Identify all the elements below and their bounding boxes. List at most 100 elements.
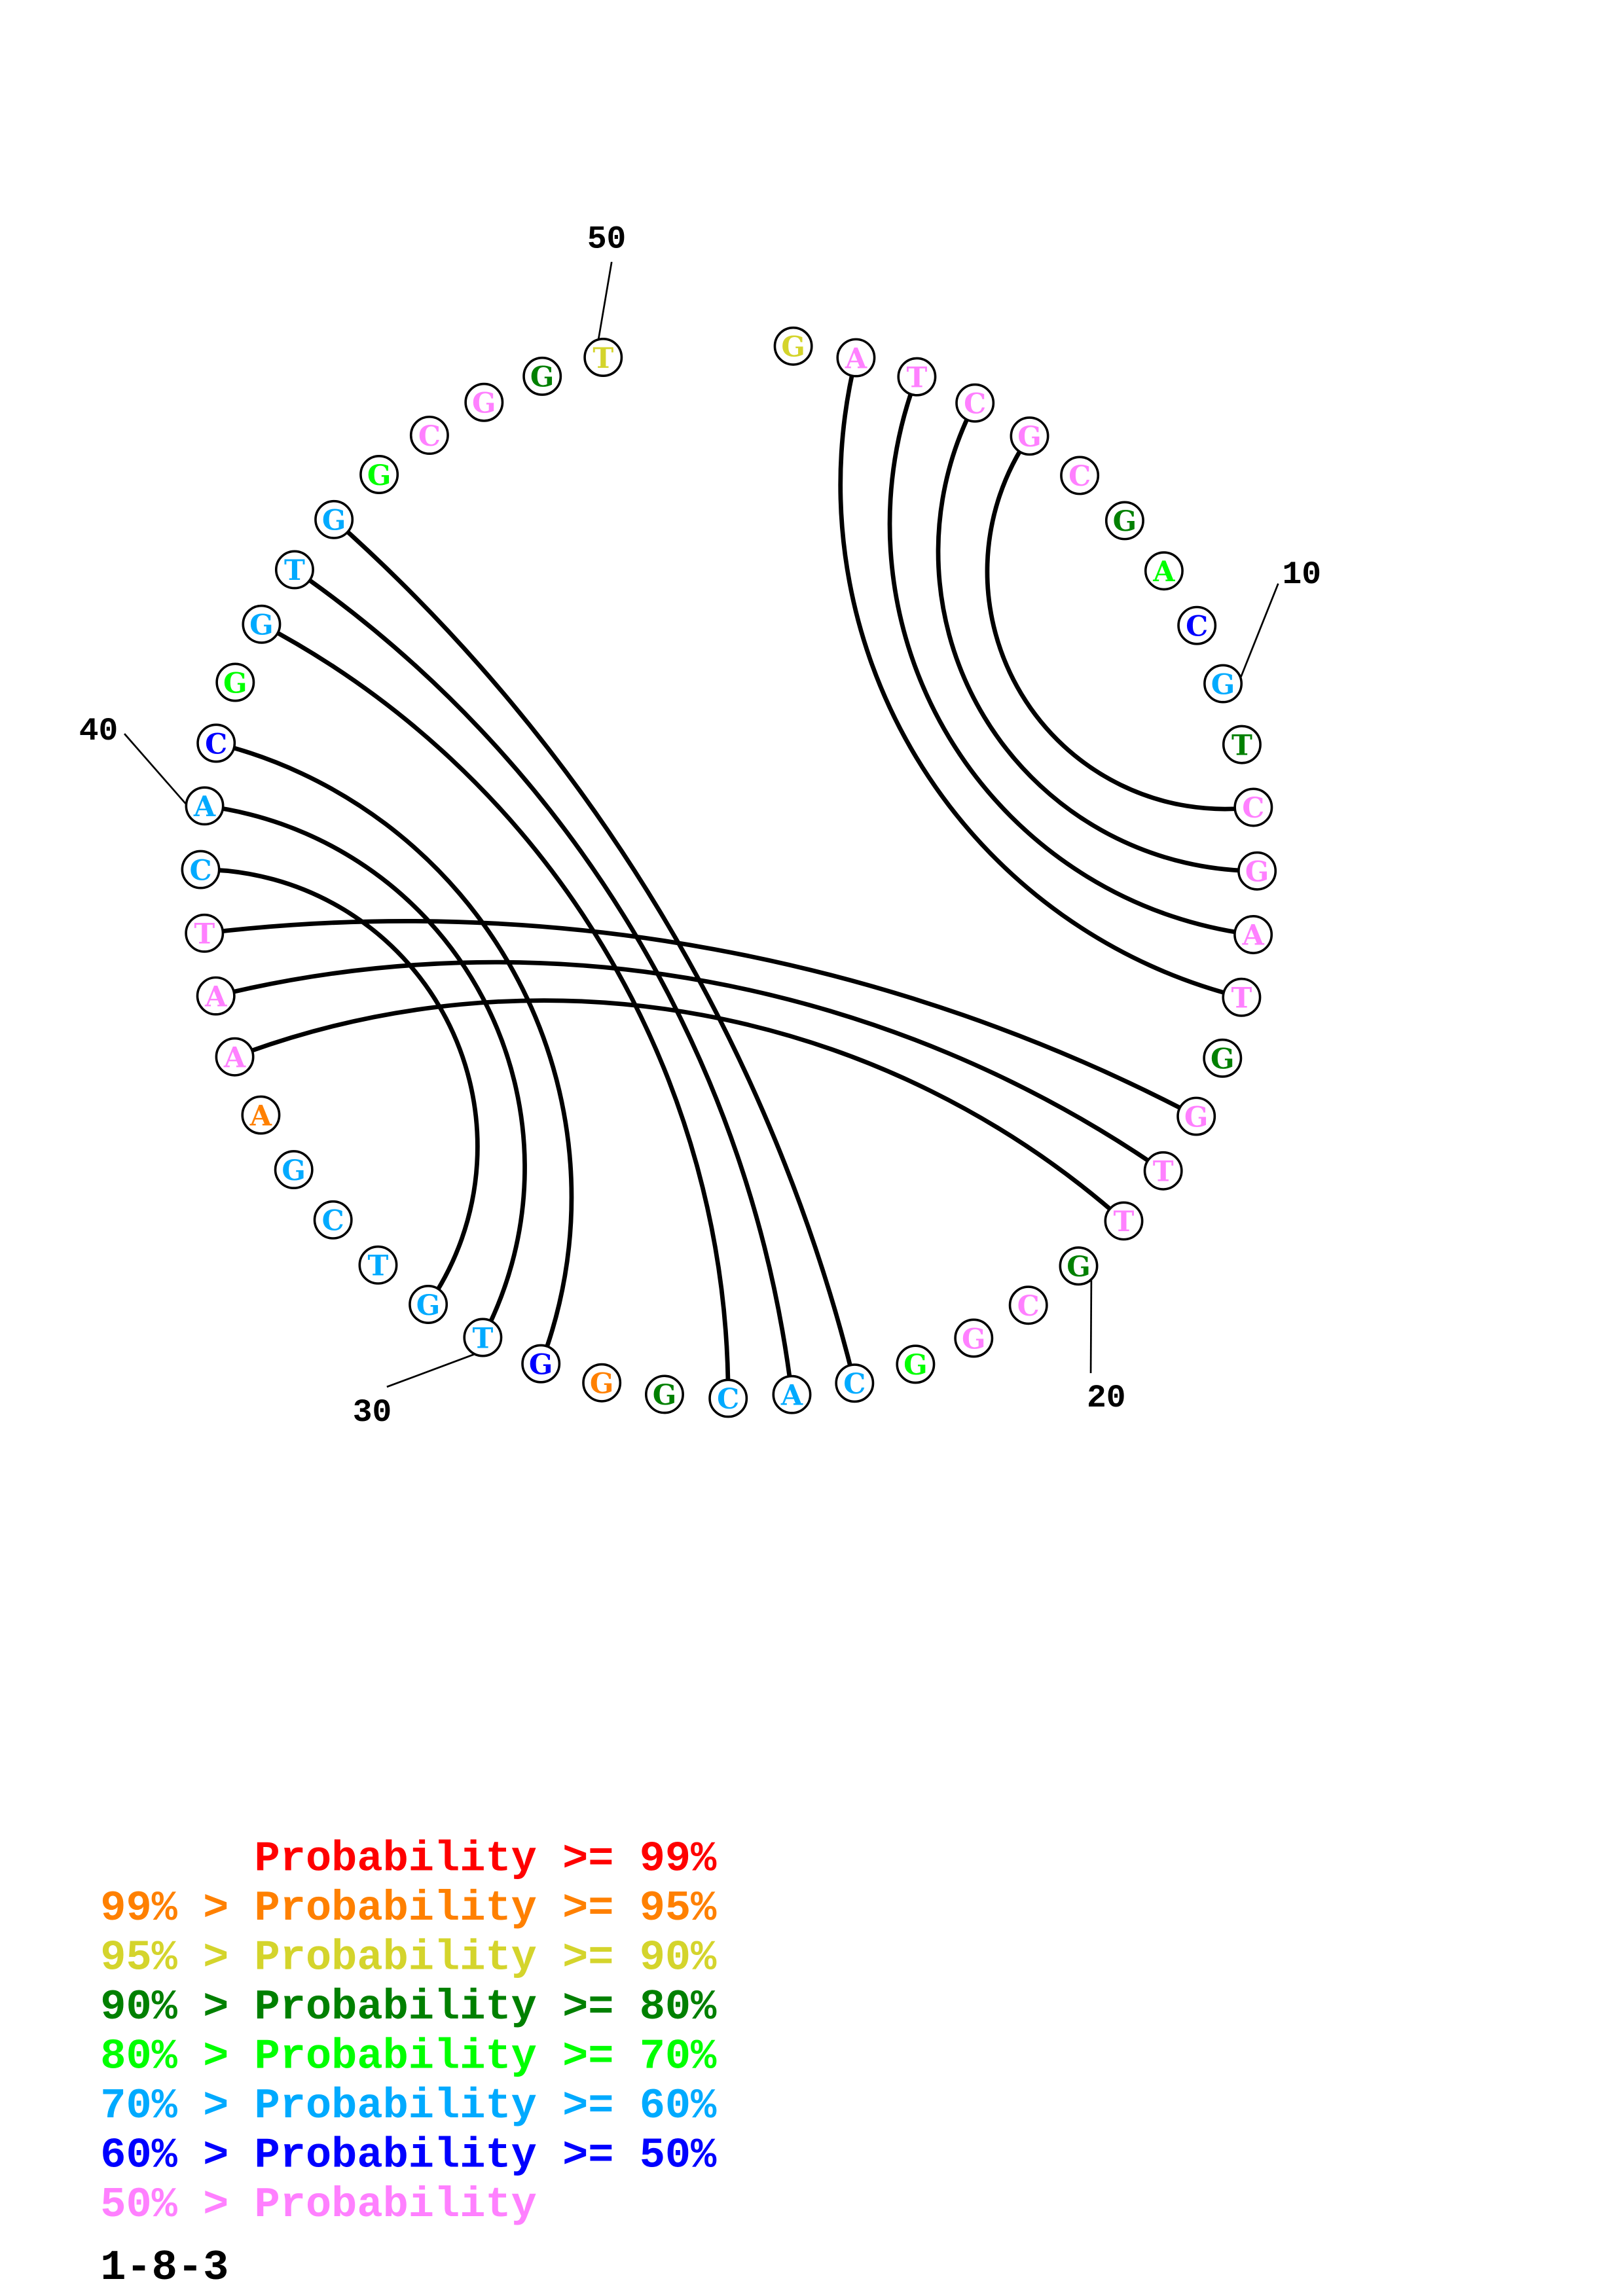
nucleotide-circle — [409, 1285, 448, 1324]
nucleotide-5: G — [1010, 416, 1049, 456]
nucleotide-12: C — [1233, 787, 1273, 827]
nucleotide-circle — [463, 1318, 503, 1357]
nucleotide-letter: C — [418, 420, 441, 453]
nucleotide-circle — [215, 1037, 255, 1077]
base-pair-arcs — [200, 357, 1258, 1399]
nucleotide-circle — [1237, 851, 1277, 891]
nucleotide-47: C — [409, 416, 449, 456]
nucleotide-11: T — [1222, 725, 1262, 764]
nucleotide-letter: G — [472, 387, 496, 420]
nucleotide-28: G — [582, 1363, 622, 1403]
base-pair-arc — [936, 402, 1258, 874]
nucleotide-circle — [897, 357, 937, 397]
base-pair-arc — [204, 803, 527, 1339]
nucleotide-letter: A — [1241, 920, 1264, 952]
nucleotide-letter: C — [843, 1368, 866, 1401]
nucleotide-circle — [464, 382, 504, 422]
nucleotide-circle — [185, 786, 225, 826]
nucleotide-circle — [358, 1245, 398, 1285]
nucleotide-circle — [274, 550, 314, 590]
nucleotide-letter: G — [530, 361, 555, 394]
legend-entry-6: 60% > Probability >= 50% — [100, 2132, 717, 2180]
nucleotide-circle — [583, 338, 623, 378]
nucleotide-circle — [1177, 605, 1217, 645]
position-label-20: 20 — [1087, 1380, 1126, 1416]
nucleotide-letter: G — [1017, 421, 1042, 454]
nucleotide-circle — [954, 1318, 994, 1358]
nucleotide-circle — [644, 1374, 684, 1414]
nucleotide-43: G — [242, 604, 282, 644]
position-tick — [386, 1354, 475, 1388]
nucleotide-24: C — [835, 1363, 875, 1403]
nucleotide-16: G — [1203, 1038, 1243, 1078]
nucleotide-6: C — [1060, 456, 1100, 495]
position-label-10: 10 — [1283, 556, 1322, 593]
nucleotide-letter: C — [964, 388, 986, 421]
nucleotide-circle — [1104, 501, 1144, 541]
nucleotide-letter: G — [529, 1348, 553, 1381]
probability-legend: Probability >= 99% 99% > Probability >= … — [100, 1835, 717, 2292]
nucleotide-circle — [1144, 551, 1184, 591]
nucleotide-letter: A — [223, 1041, 246, 1074]
nucleotide-9: C — [1177, 605, 1217, 645]
nucleotide-44: T — [274, 550, 314, 590]
position-tick — [124, 733, 187, 804]
position-label-40: 40 — [79, 713, 119, 749]
nucleotide-26: C — [708, 1378, 748, 1418]
nucleotide-46: G — [359, 455, 399, 494]
legend-entry-1: 99% > Probability >= 95% — [100, 1884, 717, 1933]
legend-entry-3: 90% > Probability >= 80% — [100, 1983, 717, 2032]
nucleotide-letter: G — [1211, 1043, 1235, 1076]
nucleotide-letter: T — [194, 918, 215, 951]
nucleotide-circle — [1222, 725, 1262, 764]
nucleotide-42: G — [215, 662, 255, 702]
position-tick — [597, 261, 613, 339]
nucleotide-45: G — [314, 499, 354, 539]
base-pair-arc — [204, 919, 1197, 1119]
nucleotide-circle — [1008, 1285, 1048, 1325]
nucleotide-19: T — [1104, 1201, 1144, 1241]
nucleotide-letter: A — [845, 342, 867, 375]
nucleotide-circle — [1059, 1246, 1099, 1286]
nucleotide-41: C — [196, 723, 236, 763]
legend-entry-7: 50% > Probability — [100, 2181, 537, 2229]
legend-entry-5: 70% > Probability >= 60% — [100, 2082, 717, 2130]
nucleotide-letter: C — [1186, 610, 1208, 643]
base-pair-arc — [332, 518, 857, 1384]
nucleotide-letter: G — [903, 1349, 928, 1382]
nucleotide-circle — [359, 455, 399, 494]
nucleotide-circle — [1233, 787, 1273, 827]
nucleotide-letter: C — [1242, 792, 1264, 825]
nucleotide-circle — [1104, 1201, 1144, 1241]
nucleotide-circle — [955, 383, 995, 423]
nucleotide-33: C — [313, 1200, 353, 1240]
nucleotide-circle — [1060, 456, 1100, 495]
nucleotide-circle — [836, 338, 876, 378]
base-pair-arc — [234, 998, 1125, 1223]
nucleotide-36: A — [215, 1037, 255, 1077]
nucleotide-29: G — [521, 1344, 561, 1384]
nucleotide-30: T — [463, 1318, 503, 1357]
nucleotide-letter: T — [1231, 982, 1252, 1015]
nucleotide-31: G — [409, 1285, 448, 1324]
base-pair-arc — [215, 741, 574, 1365]
nucleotide-50: T — [583, 338, 623, 378]
nucleotide-letter: G — [367, 459, 392, 492]
nucleotide-letter: A — [204, 980, 227, 1013]
nucleotide-4: C — [955, 383, 995, 423]
position-tick — [1240, 583, 1279, 677]
base-pair-arc — [838, 357, 1243, 1000]
legend-entry-4: 80% > Probability >= 70% — [100, 2033, 717, 2081]
nucleotide-1: G — [773, 326, 813, 366]
nucleotide-letter: T — [593, 342, 613, 375]
nucleotide-circle — [1222, 977, 1262, 1017]
nucleotide-letter: T — [368, 1250, 389, 1283]
nucleotide-letter: A — [780, 1379, 803, 1412]
nucleotide-circle — [773, 326, 813, 366]
nucleotide-circle — [1233, 914, 1273, 954]
nucleotide-39: C — [181, 850, 221, 889]
nucleotide-circle — [274, 1150, 314, 1190]
nucleotide-letter: T — [906, 361, 927, 394]
nucleotide-circle — [772, 1374, 812, 1414]
nucleotide-letter: G — [223, 667, 247, 700]
